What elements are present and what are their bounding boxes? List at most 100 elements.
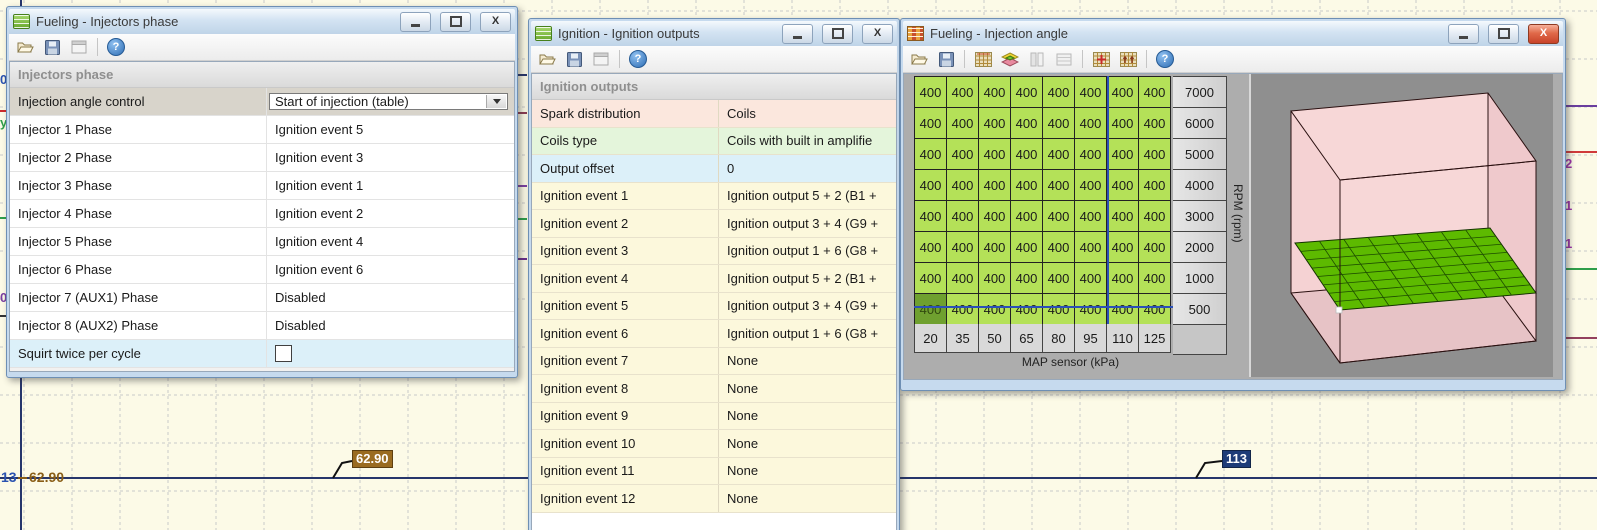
help-icon[interactable]: ? xyxy=(627,49,649,69)
maximize-button[interactable] xyxy=(822,23,853,44)
table-cell-r1c7[interactable]: 400 xyxy=(1139,108,1171,139)
ignition-row-1[interactable]: Spark distribution Coils xyxy=(532,100,896,128)
table-cell-r7c4[interactable]: 400 xyxy=(1043,294,1075,325)
table-cell-r0c0[interactable]: 400 xyxy=(915,77,947,108)
row-value[interactable]: Ignition event 2 xyxy=(275,206,364,221)
injectors-row-7[interactable]: Injector 6 Phase Ignition event 6 xyxy=(10,256,514,284)
table-cell-r6c5[interactable]: 400 xyxy=(1075,263,1107,294)
close-button[interactable]: X xyxy=(1528,23,1559,44)
table-cell-r1c3[interactable]: 400 xyxy=(1011,108,1043,139)
table-cell-r4c2[interactable]: 400 xyxy=(979,201,1011,232)
table-cell-r5c1[interactable]: 400 xyxy=(947,232,979,263)
table-cell-r6c3[interactable]: 400 xyxy=(1011,263,1043,294)
table-cell-r5c7[interactable]: 400 xyxy=(1139,232,1171,263)
open-icon[interactable] xyxy=(908,49,930,69)
table-cell-r7c7[interactable]: 400 xyxy=(1139,294,1171,325)
row-value[interactable]: None xyxy=(727,353,759,369)
table-cell-r3c7[interactable]: 400 xyxy=(1139,170,1171,201)
table-cell-r3c4[interactable]: 400 xyxy=(1043,170,1075,201)
table-cell-r5c3[interactable]: 400 xyxy=(1011,232,1043,263)
row-value[interactable]: None xyxy=(727,463,759,479)
table-cell-r6c4[interactable]: 400 xyxy=(1043,263,1075,294)
row-value[interactable]: Ignition event 6 xyxy=(275,262,364,277)
injectors-row-10[interactable]: Squirt twice per cycle xyxy=(10,340,514,368)
ignition-row-13[interactable]: Ignition event 10 None xyxy=(532,430,896,458)
surface-3d-plot[interactable] xyxy=(1249,74,1553,377)
window-icon[interactable] xyxy=(68,37,90,57)
table-cell-r1c1[interactable]: 400 xyxy=(947,108,979,139)
table-cell-r6c7[interactable]: 400 xyxy=(1139,263,1171,294)
table-cell-r4c3[interactable]: 400 xyxy=(1011,201,1043,232)
table-cell-r0c1[interactable]: 400 xyxy=(947,77,979,108)
close-button[interactable]: X xyxy=(862,23,893,44)
table-cell-r3c3[interactable]: 400 xyxy=(1011,170,1043,201)
table-cell-r7c1[interactable]: 400 xyxy=(947,294,979,325)
table-cell-r1c0[interactable]: 400 xyxy=(915,108,947,139)
table-cell-r5c4[interactable]: 400 xyxy=(1043,232,1075,263)
row-value[interactable]: Ignition event 5 xyxy=(275,122,364,137)
row-value[interactable]: Ignition output 3 + 4 (G9 + xyxy=(727,298,879,314)
table-cell-r2c1[interactable]: 400 xyxy=(947,139,979,170)
table-cell-r6c1[interactable]: 400 xyxy=(947,263,979,294)
injectors-row-2[interactable]: Injector 1 Phase Ignition event 5 xyxy=(10,116,514,144)
table-cell-r4c6[interactable]: 400 xyxy=(1107,201,1139,232)
table-cell-r0c5[interactable]: 400 xyxy=(1075,77,1107,108)
ignition-row-15[interactable]: Ignition event 12 None xyxy=(532,485,896,513)
ignition-row-4[interactable]: Ignition event 1 Ignition output 5 + 2 (B… xyxy=(532,182,896,210)
columns-icon[interactable] xyxy=(1026,49,1048,69)
titlebar[interactable]: Fueling - Injectors phase X xyxy=(9,9,515,34)
row-value[interactable]: Start of injection (table) xyxy=(267,88,514,115)
minimize-button[interactable] xyxy=(1448,23,1479,44)
injectors-row-5[interactable]: Injector 4 Phase Ignition event 2 xyxy=(10,200,514,228)
ignition-row-2[interactable]: Coils type Coils with built in amplifie xyxy=(532,127,896,155)
titlebar[interactable]: Fueling - Injection angle X xyxy=(903,21,1563,46)
ignition-row-12[interactable]: Ignition event 9 None xyxy=(532,402,896,430)
table-cell-r2c7[interactable]: 400 xyxy=(1139,139,1171,170)
row-value[interactable]: Disabled xyxy=(275,318,326,333)
injectors-row-4[interactable]: Injector 3 Phase Ignition event 1 xyxy=(10,172,514,200)
table-cell-r2c3[interactable]: 400 xyxy=(1011,139,1043,170)
table-cell-r7c6[interactable]: 400 xyxy=(1107,294,1139,325)
table-cell-r5c2[interactable]: 400 xyxy=(979,232,1011,263)
table-cell-r0c2[interactable]: 400 xyxy=(979,77,1011,108)
dropdown-arrow-icon[interactable] xyxy=(486,95,506,108)
table-cell-r6c0[interactable]: 400 xyxy=(915,263,947,294)
table-cell-r0c4[interactable]: 400 xyxy=(1043,77,1075,108)
ignition-row-8[interactable]: Ignition event 5 Ignition output 3 + 4 (G… xyxy=(532,292,896,320)
table-cell-r1c4[interactable]: 400 xyxy=(1043,108,1075,139)
titlebar[interactable]: Ignition - Ignition outputs X xyxy=(531,21,897,46)
row-value[interactable]: Ignition output 3 + 4 (G9 + xyxy=(727,215,879,231)
row-value[interactable]: None xyxy=(727,490,759,506)
table-cell-r3c0[interactable]: 400 xyxy=(915,170,947,201)
ignition-row-10[interactable]: Ignition event 7 None xyxy=(532,347,896,375)
table-cell-r4c0[interactable]: 400 xyxy=(915,201,947,232)
ignition-row-6[interactable]: Ignition event 3 Ignition output 1 + 6 (G… xyxy=(532,237,896,265)
injectors-row-6[interactable]: Injector 5 Phase Ignition event 4 xyxy=(10,228,514,256)
injectors-row-3[interactable]: Injector 2 Phase Ignition event 3 xyxy=(10,144,514,172)
row-value[interactable]: Coils with built in amplifie xyxy=(727,133,873,149)
maximize-button[interactable] xyxy=(440,11,471,32)
help-icon[interactable]: ? xyxy=(105,37,127,57)
table-cell-r4c5[interactable]: 400 xyxy=(1075,201,1107,232)
row-value[interactable]: Disabled xyxy=(275,290,326,305)
table-cell-r5c6[interactable]: 400 xyxy=(1107,232,1139,263)
row-value[interactable]: None xyxy=(727,380,759,396)
open-icon[interactable] xyxy=(14,37,36,57)
minimize-button[interactable] xyxy=(400,11,431,32)
table-cell-r0c7[interactable]: 400 xyxy=(1139,77,1171,108)
row-value[interactable]: Coils xyxy=(727,105,756,121)
ignition-row-3[interactable]: Output offset 0 xyxy=(532,155,896,183)
close-button[interactable]: X xyxy=(480,11,511,32)
table-cell-r4c1[interactable]: 400 xyxy=(947,201,979,232)
table-cell-r7c2[interactable]: 400 xyxy=(979,294,1011,325)
row-value[interactable]: Ignition event 4 xyxy=(275,234,364,249)
minimize-button[interactable] xyxy=(782,23,813,44)
table-cell-r3c5[interactable]: 400 xyxy=(1075,170,1107,201)
row-value[interactable]: Ignition output 5 + 2 (B1 + xyxy=(727,270,877,286)
row-value[interactable]: 0 xyxy=(727,160,735,176)
table-cell-r2c2[interactable]: 400 xyxy=(979,139,1011,170)
table-cell-r2c4[interactable]: 400 xyxy=(1043,139,1075,170)
rows-icon[interactable] xyxy=(1053,49,1075,69)
table-cell-r1c6[interactable]: 400 xyxy=(1107,108,1139,139)
row-value[interactable]: Ignition output 1 + 6 (G8 + xyxy=(727,325,879,341)
